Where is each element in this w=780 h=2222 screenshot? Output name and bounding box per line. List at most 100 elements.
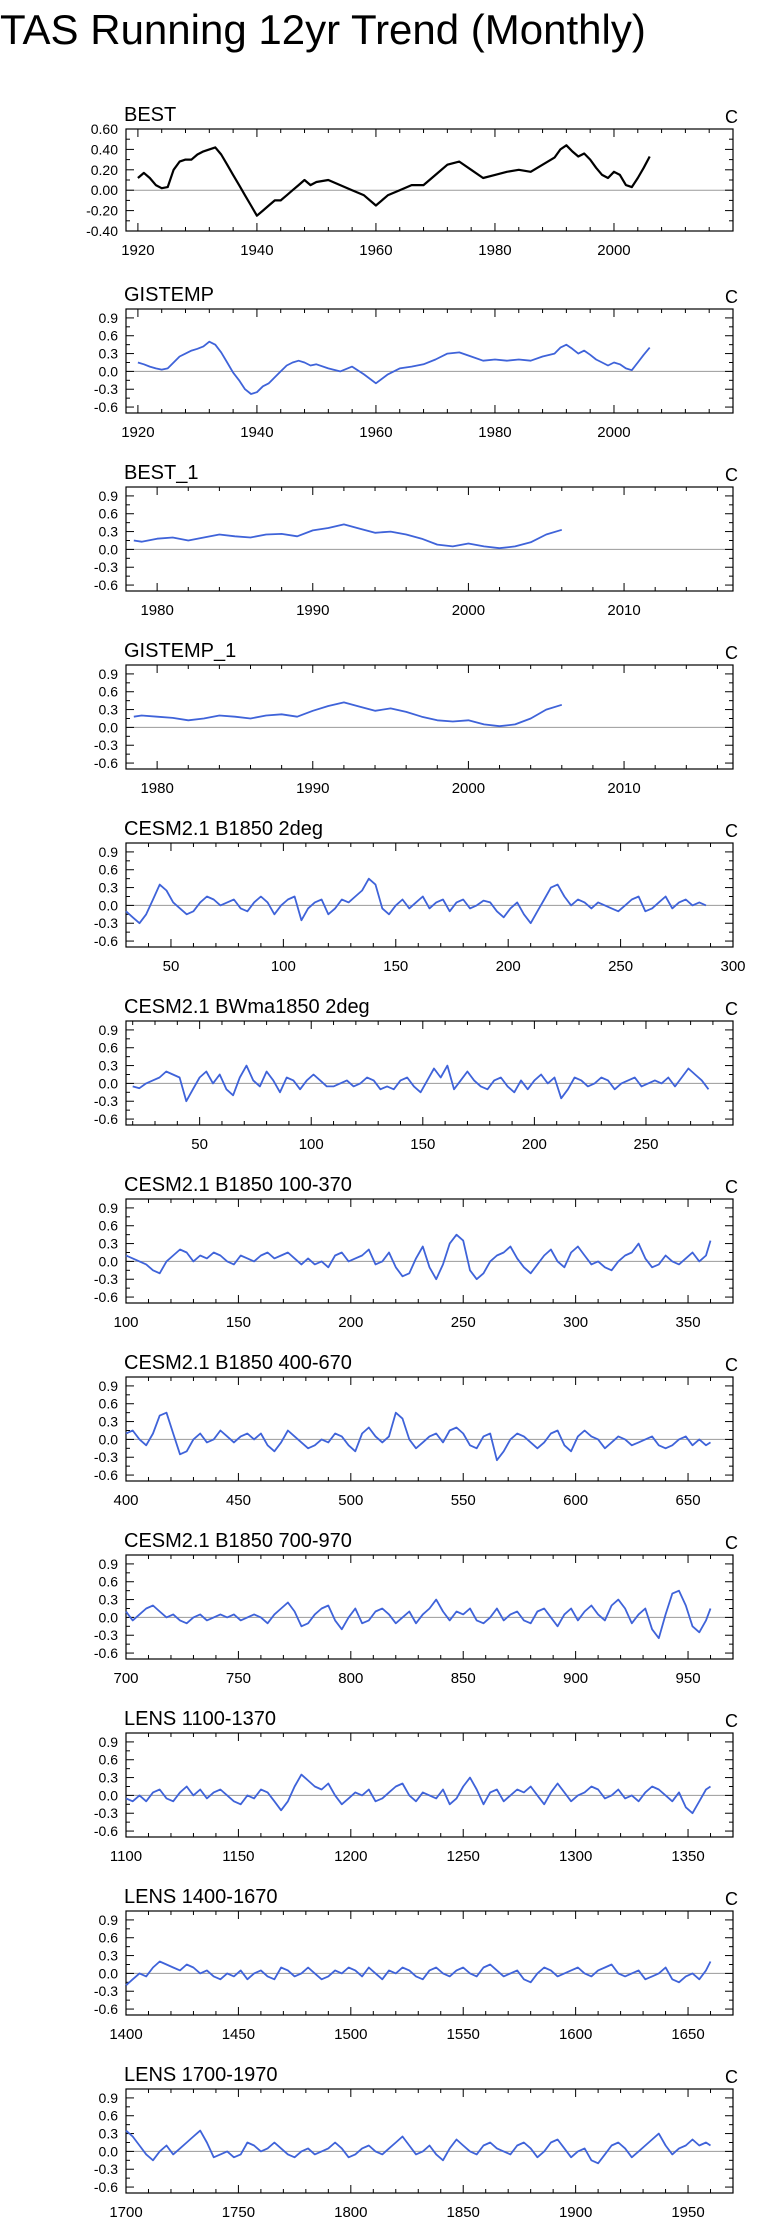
panel-title: CESM2.1 B1850 100-370 [124,1174,352,1196]
plot-frame [125,1020,734,1126]
y-tick-label: -0.3 [94,1983,118,1999]
x-tick-label: 50 [163,958,180,975]
plot-frame [125,1910,734,2016]
y-tick-label: -0.6 [94,755,118,771]
y-tick-label: 0.0 [99,719,119,735]
x-tick-label: 100 [299,1136,324,1153]
chart-panel-4: CESM2.1 B1850 2deg C -0.6 -0.3 0.00.3 0.6 0.9 5… [94,818,746,975]
plot-frame [125,1376,734,1482]
y-tick-label: 0.9 [99,488,119,504]
y-tick-label: 0.6 [99,1752,119,1768]
y-tick-label: 0.3 [99,1770,119,1786]
x-tick-label: 1960 [359,242,392,259]
y-tick-label: 0.3 [99,1414,119,1430]
y-tick-label: 0.3 [99,1948,119,1964]
y-tick-label: -0.6 [94,1467,118,1483]
y-tick-label: 0.9 [99,1378,119,1394]
x-tick-label: 1950 [671,2204,704,2221]
x-tick-label: 1920 [121,242,154,259]
chart-panel-7: CESM2.1 B1850 400-670 C -0.6 -0.3 0.00.3 0.6 0… [94,1352,738,1509]
y-tick-label: 0.3 [99,1058,119,1074]
x-tick-label: 550 [451,1492,476,1509]
panel-title: CESM2.1 BWma1850 2deg [124,996,370,1018]
x-tick-label: 950 [676,1670,701,1687]
series-line-0 [125,1773,711,1815]
panel-title: GISTEMP_1 [124,640,236,662]
plot-frame [125,1554,734,1660]
y-tick-label: 0.0 [99,897,119,913]
y-tick-label: 0.6 [99,1218,119,1234]
x-tick-label: 1980 [478,424,511,441]
series-line-0 [125,877,707,925]
x-tick-label: 200 [522,1136,547,1153]
series-line-0 [125,1589,712,1640]
series-line-0 [133,523,563,550]
y-tick-label: 0.3 [99,2126,119,2142]
x-tick-label: 1980 [478,242,511,259]
x-tick-label: 1990 [296,780,329,797]
y-tick-label: 0.9 [99,1556,119,1572]
series-line-0 [132,1064,710,1103]
x-tick-label: 2000 [597,242,630,259]
series-line-0 [125,1233,712,1281]
series-line-0 [125,1960,712,1986]
plot-frame [125,1198,734,1304]
x-tick-label: 100 [113,1314,138,1331]
x-tick-label: 400 [113,1492,138,1509]
units-label: C [725,1533,738,1553]
y-tick-label: 0.0 [99,1431,119,1447]
y-tick-label: -0.6 [94,2001,118,2017]
series-line-0 [125,2129,711,2165]
x-tick-label: 900 [563,1670,588,1687]
x-tick-label: 800 [338,1670,363,1687]
y-tick-label: 0.20 [91,162,118,178]
x-tick-label: 850 [451,1670,476,1687]
y-tick-label: -0.3 [94,737,118,753]
y-tick-label: 0.6 [99,684,119,700]
x-tick-label: 1850 [447,2204,480,2221]
x-tick-label: 200 [496,958,521,975]
plot-frame [125,842,734,948]
y-tick-label: 0.9 [99,1734,119,1750]
panel-title: LENS 1700-1970 [124,2064,277,2086]
x-tick-label: 300 [563,1314,588,1331]
x-tick-label: 100 [271,958,296,975]
x-tick-label: 700 [113,1670,138,1687]
y-tick-label: -0.3 [94,915,118,931]
x-tick-label: 350 [676,1314,701,1331]
y-tick-label: 0.0 [99,1787,119,1803]
x-tick-label: 1200 [334,1848,367,1865]
x-tick-label: 1800 [334,2204,367,2221]
y-tick-label: 0.6 [99,2108,119,2124]
y-tick-label: 0.3 [99,1592,119,1608]
y-tick-label: 0.0 [99,541,119,557]
y-tick-label: 0.9 [99,1912,119,1928]
y-tick-label: -0.6 [94,1645,118,1661]
y-tick-label: 0.00 [91,182,118,198]
chart-panel-3: GISTEMP_1 C -0.6 -0.3 0.00.3 0.6 0.9 1980 1990 20… [94,640,738,797]
units-label: C [725,999,738,1019]
y-tick-label: 0.0 [99,363,119,379]
y-tick-label: -0.3 [94,559,118,575]
x-tick-label: 1150 [222,1848,254,1865]
x-tick-label: 1500 [334,2026,367,2043]
series-line-0 [133,701,563,728]
y-tick-label: -0.6 [94,1823,118,1839]
units-label: C [725,465,738,485]
y-tick-label: -0.3 [94,1271,118,1287]
x-tick-label: 1920 [121,424,154,441]
x-tick-label: 250 [451,1314,476,1331]
x-tick-label: 2000 [452,602,485,619]
x-tick-label: 1990 [296,602,329,619]
chart-panel-5: CESM2.1 BWma1850 2deg C -0.6 -0.3 0.00.3 0.6 0… [94,996,738,1153]
y-tick-label: 0.6 [99,328,119,344]
x-tick-label: 150 [410,1136,435,1153]
y-tick-label: 0.3 [99,880,119,896]
y-tick-label: 0.3 [99,702,119,718]
y-tick-label: 0.3 [99,346,119,362]
plot-frame [125,1732,734,1838]
y-tick-label: -0.20 [86,203,118,219]
x-tick-label: 1980 [140,780,173,797]
y-tick-label: -0.3 [94,381,118,397]
y-tick-label: 0.9 [99,2090,119,2106]
